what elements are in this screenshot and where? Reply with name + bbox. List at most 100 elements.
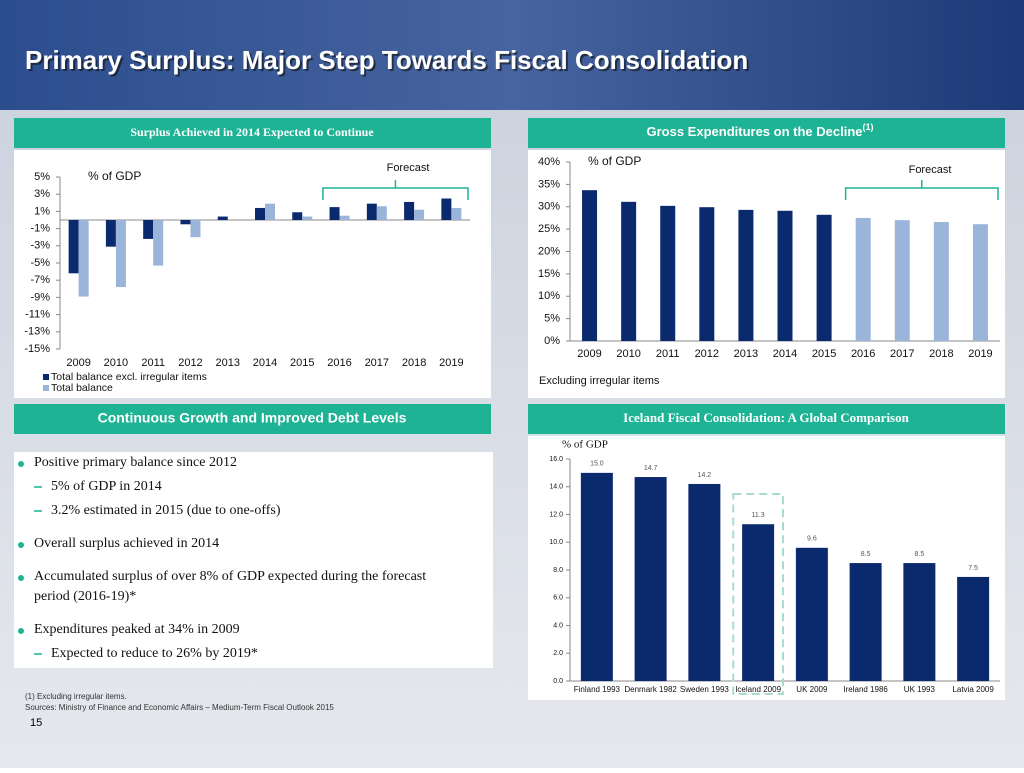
highlight-box <box>732 493 784 695</box>
x-tick-label: 2019 <box>439 357 463 369</box>
bar <box>414 209 425 220</box>
x-tick-label: 2016 <box>327 357 351 369</box>
y-tick-label: 10% <box>538 290 560 302</box>
value-label: 14.2 <box>698 472 712 479</box>
panel-title: Continuous Growth and Improved Debt Leve… <box>98 410 407 426</box>
bar <box>329 207 340 220</box>
bar <box>376 206 387 220</box>
y-tick-label: -11% <box>25 309 50 321</box>
panel-header <box>528 404 1005 434</box>
bar <box>849 563 882 681</box>
panel-header <box>14 118 491 148</box>
header-band <box>0 0 1024 110</box>
value-label: 7.5 <box>968 565 978 572</box>
bar <box>153 220 164 266</box>
y-tick-label: 20% <box>538 245 560 257</box>
bar <box>265 203 275 220</box>
y-tick-label: 2.0 <box>553 650 563 657</box>
value-label: 14.7 <box>644 465 658 472</box>
sub-bullet-text: Expected to reduce to 26% by 2019* <box>51 646 258 661</box>
bar <box>190 220 201 238</box>
y-axis-label: % of GDP <box>88 169 141 183</box>
bar <box>451 207 462 220</box>
x-tick-label: 2010 <box>616 348 640 360</box>
y-tick-label: 12.0 <box>549 511 563 518</box>
bullet-text: Overall surplus achieved in 2014 <box>34 536 219 551</box>
x-tick-label: 2009 <box>66 357 90 369</box>
x-tick-label: 2012 <box>695 348 719 360</box>
chart-note: Excluding irregular items <box>539 375 660 387</box>
y-tick-label: -5% <box>30 257 50 269</box>
bar <box>738 209 754 341</box>
bar <box>816 214 832 341</box>
y-axis-label: % of GDP <box>562 439 608 451</box>
annotation: Forecast <box>387 162 430 174</box>
bar <box>957 576 990 681</box>
y-tick-label: 0.0 <box>553 678 563 685</box>
bar <box>217 216 228 220</box>
value-label: 8.5 <box>915 551 925 558</box>
y-tick-label: 1% <box>34 205 50 217</box>
x-tick-label: 2018 <box>402 357 426 369</box>
bullet-text: Positive primary balance since 2012 <box>34 455 237 470</box>
page-number: 15 <box>30 717 42 729</box>
bar <box>582 190 598 341</box>
bar <box>903 563 936 681</box>
x-tick-label: Finland 1993 <box>574 685 621 694</box>
y-axis-label: % of GDP <box>588 154 641 168</box>
legend-swatch <box>43 374 49 380</box>
x-tick-label: 2014 <box>253 357 277 369</box>
y-tick-label: 6.0 <box>553 595 563 602</box>
bullet-text: Accumulated surplus of over 8% of GDP ex… <box>34 569 426 584</box>
bar <box>292 212 303 220</box>
y-tick-label: 3% <box>34 188 50 200</box>
x-tick-label: 2012 <box>178 357 202 369</box>
x-tick-label: Latvia 2009 <box>952 685 994 694</box>
bar <box>366 203 377 220</box>
y-tick-label: 10.0 <box>549 539 563 546</box>
x-tick-label: 2017 <box>365 357 389 369</box>
panel-title-text: Gross Expenditures on the Decline <box>647 124 863 139</box>
y-tick-label: 8.0 <box>553 567 563 574</box>
y-tick-label: 4.0 <box>553 622 563 629</box>
panel-title: Iceland Fiscal Consolidation: A Global C… <box>623 410 909 425</box>
x-tick-label: 2013 <box>215 357 239 369</box>
forecast-bracket <box>322 180 469 200</box>
bar <box>404 201 415 220</box>
bar <box>742 524 775 681</box>
bar <box>795 547 828 681</box>
bar <box>180 220 191 225</box>
x-tick-label: 2015 <box>812 348 836 360</box>
bar <box>688 483 721 681</box>
bar <box>580 472 613 681</box>
sub-bullet-text: 5% of GDP in 2014 <box>51 479 162 494</box>
x-tick-label: 2018 <box>929 348 953 360</box>
bar <box>894 220 910 341</box>
x-tick-label: 2014 <box>773 348 797 360</box>
x-tick-label: Ireland 1986 <box>843 685 888 694</box>
bar <box>339 215 350 220</box>
slide-title: Primary Surplus: Major Step Towards Fisc… <box>25 45 748 75</box>
x-tick-label: Sweden 1993 <box>680 685 729 694</box>
title-note: (1) <box>863 122 874 132</box>
chart-panel <box>528 150 1005 398</box>
panel-header <box>528 118 1005 148</box>
y-tick-label: 14.0 <box>549 484 563 491</box>
y-tick-label: 15% <box>538 268 560 280</box>
bar <box>660 205 676 341</box>
y-tick-label: 5% <box>544 313 560 325</box>
x-tick-label: 2011 <box>141 357 165 369</box>
bar <box>441 198 452 220</box>
bar <box>699 207 715 341</box>
bar <box>621 201 637 341</box>
x-tick-label: 2011 <box>656 348 680 360</box>
y-tick-label: 25% <box>538 223 560 235</box>
bullet-marker <box>18 542 24 548</box>
panel-title: Surplus Achieved in 2014 Expected to Con… <box>130 125 374 139</box>
y-tick-label: -15% <box>24 343 50 355</box>
annotation: Forecast <box>909 164 952 176</box>
y-tick-label: 16.0 <box>549 456 563 463</box>
y-tick-label: -3% <box>30 240 50 252</box>
legend-swatch <box>43 385 49 391</box>
